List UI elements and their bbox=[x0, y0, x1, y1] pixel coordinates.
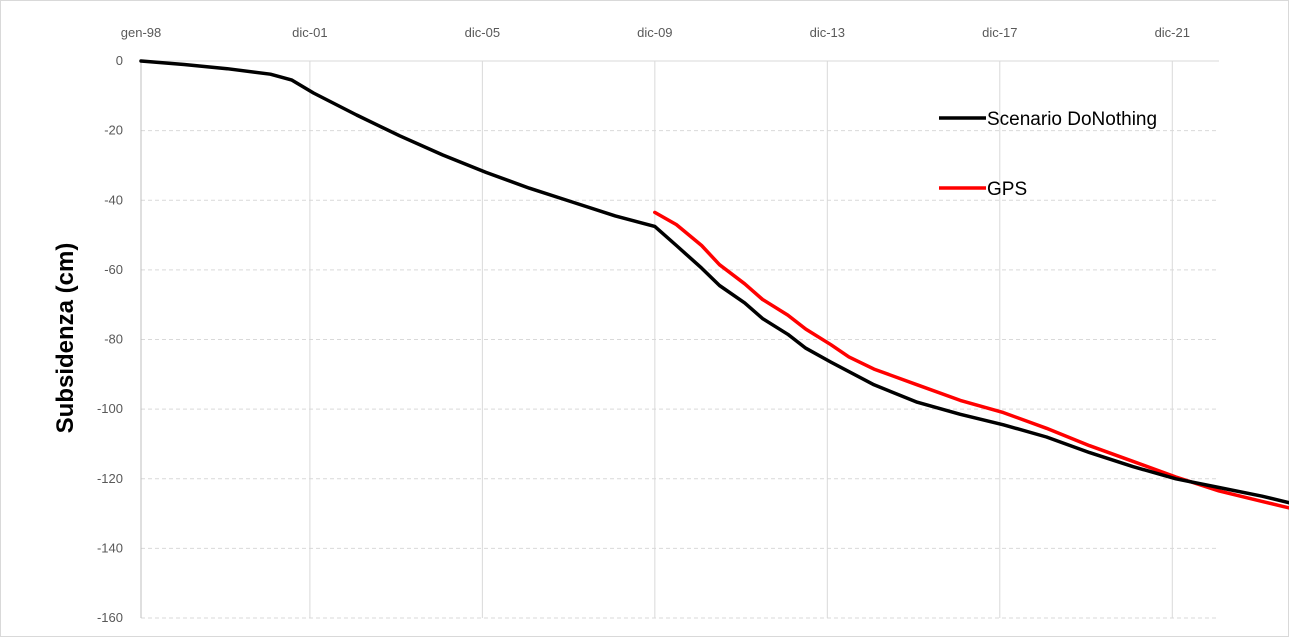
x-axis-ticks: gen-98 dic-01 dic-05 dic-09 dic-13 dic-17 dic-… bbox=[121, 25, 1190, 40]
y-tick-label: 0 bbox=[116, 53, 123, 68]
legend-label-gps: GPS bbox=[987, 179, 1027, 200]
x-tick-label: dic-13 bbox=[810, 25, 845, 40]
grid-lines bbox=[140, 60, 1219, 619]
series-lines bbox=[139, 59, 1289, 510]
y-tick-label: -60 bbox=[104, 262, 123, 277]
x-tick-label: gen-98 bbox=[121, 25, 161, 40]
y-tick-label: -40 bbox=[104, 192, 123, 207]
y-tick-label: -20 bbox=[104, 123, 123, 138]
legend: Scenario DoNothing GPS bbox=[939, 109, 1157, 200]
x-tick-label: dic-05 bbox=[465, 25, 500, 40]
y-tick-label: -120 bbox=[97, 471, 123, 486]
legend-label-scenario-donothing: Scenario DoNothing bbox=[987, 109, 1157, 130]
series-line-gps bbox=[653, 210, 1289, 510]
y-tick-label: -80 bbox=[104, 332, 123, 347]
y-tick-label: -100 bbox=[97, 401, 123, 416]
x-tick-label: dic-21 bbox=[1155, 25, 1190, 40]
y-tick-label: -140 bbox=[97, 540, 123, 555]
series-line-scenario-donothing bbox=[139, 59, 1289, 505]
x-tick-label: dic-01 bbox=[292, 25, 327, 40]
x-tick-label: dic-17 bbox=[982, 25, 1017, 40]
y-axis-label: Subsidenza (cm) bbox=[52, 243, 79, 434]
y-axis-ticks: 0 -20 -40 -60 -80 -100 -120 -140 -160 bbox=[97, 53, 123, 625]
y-tick-label: -160 bbox=[97, 610, 123, 625]
x-tick-label: dic-09 bbox=[637, 25, 672, 40]
